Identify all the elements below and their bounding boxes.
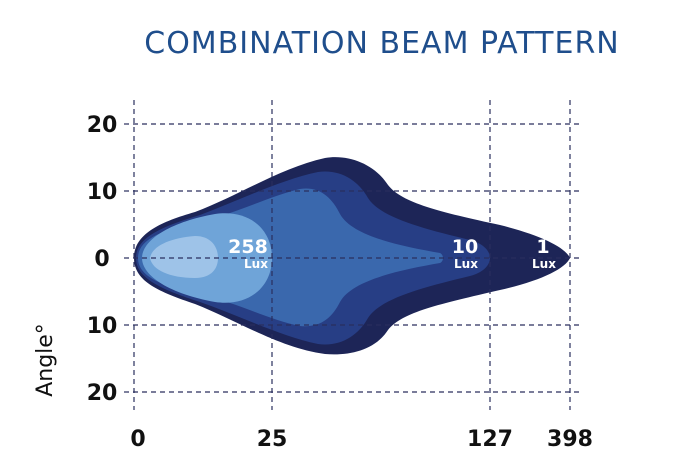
x-tick-label: 127: [467, 427, 513, 452]
lux-unit-label: Lux: [454, 257, 478, 271]
lux-value-label: 258: [228, 236, 268, 258]
lux-unit-label: Lux: [532, 257, 556, 271]
y-tick-label: 0: [94, 247, 109, 272]
beam-band-core: [150, 236, 218, 278]
x-tick-label: 398: [547, 427, 593, 452]
lux-value-label: 1: [536, 236, 549, 258]
x-tick-label: 0: [130, 427, 145, 452]
x-tick-label: 25: [257, 427, 288, 452]
y-tick-label: 10: [87, 180, 118, 205]
grid-lines: [124, 100, 582, 410]
y-axis-ticks: 20 10 0 10 20: [87, 113, 118, 406]
y-tick-label: 10: [87, 314, 118, 339]
x-axis-ticks: 0 25 127 398: [130, 427, 593, 452]
y-axis-label: Angle°: [33, 323, 58, 397]
chart-title: COMBINATION BEAM PATTERN: [144, 26, 619, 61]
y-tick-label: 20: [87, 113, 118, 138]
lux-value-label: 10: [452, 236, 478, 258]
y-tick-label: 20: [87, 381, 118, 406]
lux-unit-label: Lux: [244, 257, 268, 271]
